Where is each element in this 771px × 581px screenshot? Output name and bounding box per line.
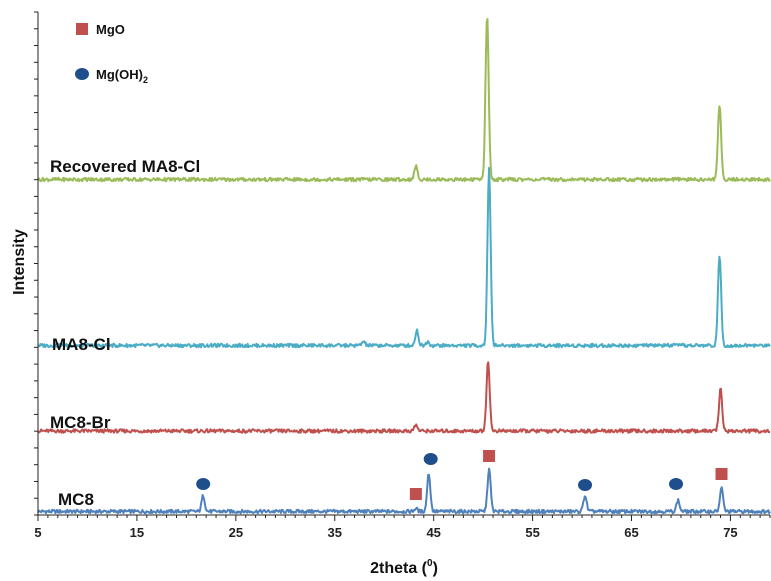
legend-mgoh2-text: Mg(OH) (96, 67, 143, 82)
x-tick-label: 65 (624, 525, 638, 540)
series-label-recovered-ma8-cl: Recovered MA8-Cl (50, 157, 200, 176)
legend-mgo-square-icon (76, 23, 88, 35)
legend-mgoh2-label: Mg(OH)2 (96, 67, 148, 85)
mgo-peak-marker (409, 488, 422, 500)
y-axis-title: Intensity (11, 229, 28, 295)
x-tick-label: 55 (525, 525, 539, 540)
series-labels: MC8 MC8-Br MA8-Cl Recovered MA8-Cl (50, 157, 200, 509)
series-line-recovered-ma8-cl (37, 17, 771, 183)
x-tick-label: 35 (328, 525, 342, 540)
series-label-mc8: MC8 (58, 490, 94, 509)
x-axis-title-sup: 0 (427, 558, 433, 569)
series-line-mc8 (37, 467, 771, 515)
axes (34, 11, 771, 521)
legend-mgoh2-circle-icon (75, 68, 89, 80)
x-axis-title: 2theta (0) (370, 558, 438, 577)
series-line-ma8-cl (37, 166, 771, 349)
series-line-mc8-br (37, 361, 771, 434)
x-tick-labels: 5 15 25 35 45 55 65 75 (34, 525, 737, 540)
legend-mgoh2-subscript: 2 (143, 75, 148, 85)
x-axis-title-close: ) (433, 560, 438, 577)
mgoh2-peak-marker (578, 479, 593, 491)
legend: MgO Mg(OH)2 (75, 22, 148, 85)
mgoh2-peak-marker (196, 478, 211, 490)
plot-traces (37, 17, 771, 515)
mgo-peak-marker (715, 468, 728, 480)
mgoh2-peak-marker (669, 478, 684, 490)
mgo-peak-marker (483, 450, 496, 462)
x-tick-label: 25 (229, 525, 243, 540)
legend-mgo-label: MgO (96, 22, 125, 37)
series-label-ma8-cl: MA8-Cl (52, 335, 111, 354)
peak-markers (196, 450, 728, 500)
x-tick-label: 75 (723, 525, 737, 540)
mgoh2-peak-marker (423, 453, 438, 465)
x-tick-label: 45 (426, 525, 440, 540)
x-tick-label: 5 (34, 525, 41, 540)
x-axis-title-main: 2theta ( (370, 560, 428, 577)
series-label-mc8-br: MC8-Br (50, 413, 111, 432)
x-tick-label: 15 (130, 525, 144, 540)
